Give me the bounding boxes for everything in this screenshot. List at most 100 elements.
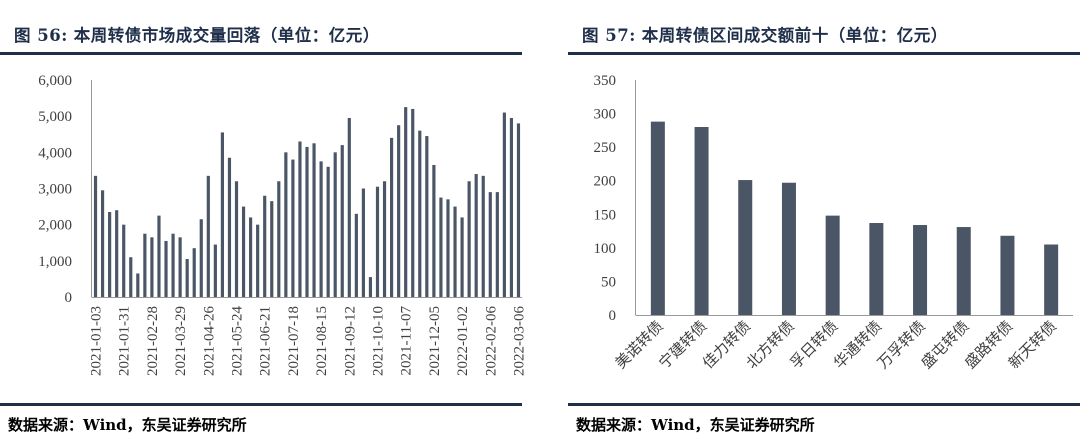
figure-title: 图 56: 本周转债市场成交量回落（单位：亿元） — [14, 22, 380, 46]
bar — [460, 217, 464, 297]
bar — [108, 212, 112, 297]
bar — [256, 224, 260, 297]
bar — [1000, 235, 1015, 315]
x-tick-label: 2021-03-29 — [173, 306, 189, 376]
volume-bar-chart: 0 1,000 2,000 3,000 4,000 5,000 6,000 2021-01-0… — [38, 73, 527, 376]
data-source: 数据来源：Wind，东吴证券研究所 — [576, 416, 815, 434]
bar — [488, 192, 492, 297]
figure-number: 图 56: — [14, 26, 68, 45]
bottom-rule — [568, 403, 1080, 406]
bar — [956, 227, 971, 315]
y-tick-label: 200 — [594, 174, 617, 190]
bar — [382, 181, 387, 297]
category-label: 新天转债 — [1005, 317, 1060, 372]
bar — [467, 181, 471, 297]
bar — [781, 182, 796, 315]
bar — [136, 273, 140, 297]
bar — [738, 180, 753, 315]
x-tick-label: 2021-04-26 — [201, 306, 217, 376]
figure-57-panel: 图 57: 本周转债区间成交额前十（单位：亿元） 0 50 100 150 200 250 3… — [568, 0, 1080, 442]
y-tick-label: 1,000 — [38, 254, 72, 270]
bar — [185, 259, 189, 297]
x-tick-label: 2021-05-24 — [230, 306, 246, 376]
bar — [305, 146, 309, 297]
bar — [263, 195, 267, 297]
bar — [474, 174, 478, 297]
x-tick-label: 2021-07-18 — [286, 306, 302, 376]
bar — [199, 219, 203, 297]
bar — [340, 145, 344, 297]
bar — [418, 130, 422, 297]
bar — [150, 237, 154, 297]
bar — [439, 197, 443, 297]
bar — [516, 123, 521, 298]
y-tick-label: 4,000 — [38, 145, 72, 161]
bar — [368, 277, 373, 297]
bar — [375, 186, 380, 297]
bar — [869, 223, 884, 315]
bar — [397, 125, 401, 297]
bar — [100, 190, 105, 297]
y-tick-label: 250 — [594, 140, 617, 156]
bar — [650, 121, 665, 315]
x-tick-label: 2022-01-02 — [455, 306, 471, 376]
x-tick-label: 2021-01-03 — [89, 306, 105, 376]
bar — [432, 164, 436, 297]
bar — [298, 141, 302, 297]
figure-title: 图 57: 本周转债区间成交额前十（单位：亿元） — [582, 22, 948, 46]
x-tick-label: 2022-02-06 — [483, 306, 499, 376]
bar — [481, 175, 485, 297]
bar — [241, 206, 246, 297]
bar — [178, 237, 182, 297]
bar — [192, 248, 196, 297]
bar — [354, 213, 358, 297]
bar — [347, 117, 351, 297]
bar — [129, 257, 133, 297]
bar — [277, 181, 281, 297]
y-tick-label: 300 — [594, 107, 617, 123]
bar — [326, 166, 330, 297]
bar — [143, 233, 147, 297]
y-tick-label: 5,000 — [38, 109, 72, 125]
bar — [213, 244, 217, 297]
bar — [234, 181, 239, 297]
bar — [404, 107, 408, 297]
bar — [502, 112, 506, 297]
figure-56-panel: 图 56: 本周转债市场成交量回落（单位：亿元） 0 1,000 2,000 3,000… — [0, 0, 527, 442]
figure-title-text: 本周转债市场成交量回落（单位：亿元） — [73, 26, 380, 45]
bottom-rule — [0, 403, 522, 406]
y-tick-label: 2,000 — [38, 218, 72, 234]
bar — [333, 152, 337, 297]
x-tick-label: 2021-06-21 — [258, 306, 274, 376]
bar — [291, 159, 295, 297]
bar — [220, 132, 224, 297]
top10-turnover-bar-chart: 050100150200250300350美诺转债宁建转债佳力转债北方转债孚日转… — [594, 73, 1073, 372]
x-tick-label: 2021-09-12 — [342, 306, 358, 376]
bar — [227, 157, 232, 297]
y-tick-label: 6,000 — [38, 73, 72, 89]
bar — [1044, 244, 1059, 315]
x-tick-label: 2021-11-07 — [399, 306, 415, 376]
bar — [122, 224, 126, 297]
x-tick-label: 2022-03-06 — [511, 306, 527, 376]
bar — [509, 117, 514, 297]
y-tick-label: 150 — [594, 207, 617, 223]
bar — [93, 175, 98, 297]
bar — [171, 233, 175, 297]
x-tick-label: 2021-02-28 — [145, 306, 161, 376]
y-tick-label: 3,000 — [38, 182, 72, 198]
x-tick-label: 2021-01-31 — [117, 306, 133, 376]
y-tick-label: 50 — [601, 274, 616, 290]
figure-number: 图 57: — [582, 26, 636, 45]
bar — [446, 199, 450, 297]
bar — [206, 175, 210, 297]
y-tick-label: 0 — [609, 308, 617, 324]
x-tick-label: 2021-08-15 — [314, 306, 330, 376]
top-rule — [568, 52, 1080, 55]
bar — [115, 210, 119, 297]
bar — [319, 161, 323, 297]
y-tick-label: 0 — [65, 290, 73, 306]
x-tick-label: 2021-12-05 — [427, 306, 443, 376]
bar — [825, 215, 840, 315]
bar — [270, 201, 274, 297]
